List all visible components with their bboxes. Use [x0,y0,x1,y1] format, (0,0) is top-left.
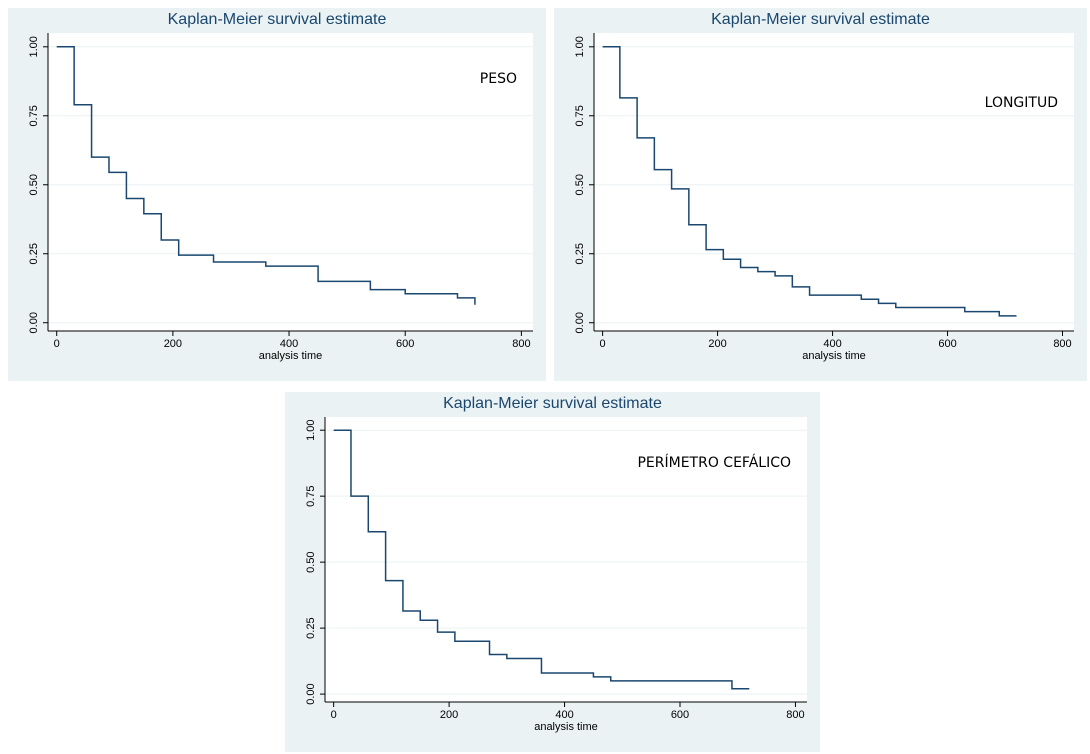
x-tick-label: 0 [600,338,606,350]
plot-area [325,417,807,702]
y-tick-label: 0.75 [305,485,317,506]
x-tick-label: 600 [671,709,689,721]
y-tick-label: 0.50 [28,174,40,195]
x-tick-label: 600 [396,338,414,350]
chart-title: Kaplan-Meier survival estimate [168,11,387,28]
plot-area [594,33,1074,331]
x-tick-label: 800 [512,338,530,350]
chart-panel: Kaplan-Meier survival estimate 0.00 0.25 0.… [8,8,546,381]
y-tick-label: 0.25 [305,617,317,638]
x-tick-label: 200 [440,709,458,721]
chart-title: Kaplan-Meier survival estimate [443,395,662,412]
chart-title: Kaplan-Meier survival estimate [711,11,930,28]
survival-curve [602,46,1017,317]
x-tick-label: 0 [54,338,60,350]
chart-panel: Kaplan-Meier survival estimate 0.00 0.25 0.… [554,8,1087,381]
survival-curve [56,46,476,305]
y-tick-label: 0.50 [305,551,317,572]
y-tick-label: 0.00 [574,312,586,333]
y-tick-label: 0.25 [28,243,40,264]
y-tick-label: 1.00 [305,419,317,440]
x-tick-label: 800 [786,709,804,721]
x-tick-label: 200 [164,338,182,350]
survival-curve [333,429,750,690]
y-tick-label: 0.75 [28,105,40,126]
x-tick-label: 400 [280,338,298,350]
y-tick-label: 0.00 [28,312,40,333]
y-tick-label: 0.00 [305,683,317,704]
x-tick-label: 800 [1053,338,1071,350]
y-tick-label: 0.75 [574,105,586,126]
y-tick-label: 0.50 [574,174,586,195]
x-tick-label: 600 [938,338,956,350]
annotation: PESO [480,71,517,87]
x-tick-label: 400 [555,709,573,721]
annotation: PERÍMETRO CEFÁLICO [637,454,791,471]
x-tick-label: 200 [708,338,726,350]
x-axis-label: analysis time [534,721,598,733]
chart-panel: Kaplan-Meier survival estimate 0.00 0.25 0.… [285,392,820,752]
x-tick-label: 400 [823,338,841,350]
x-axis-label: analysis time [259,350,323,362]
x-tick-label: 0 [331,709,337,721]
annotation: LONGITUD [985,95,1058,111]
y-tick-label: 0.25 [574,243,586,264]
x-axis-label: analysis time [802,350,866,362]
y-tick-label: 1.00 [28,36,40,57]
plot-area [48,33,533,331]
y-tick-label: 1.00 [574,36,586,57]
